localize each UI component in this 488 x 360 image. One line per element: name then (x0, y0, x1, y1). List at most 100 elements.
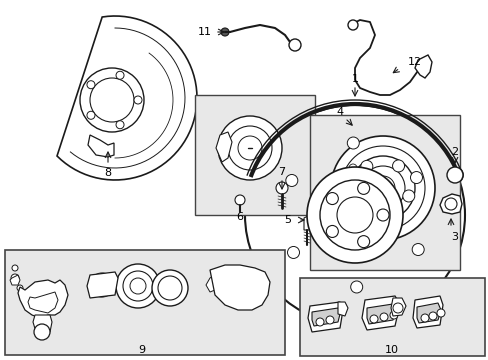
Text: 10: 10 (384, 345, 398, 355)
Circle shape (152, 270, 187, 306)
Circle shape (306, 167, 402, 263)
Circle shape (357, 236, 369, 248)
Text: 2: 2 (450, 147, 458, 157)
Circle shape (336, 197, 372, 233)
Polygon shape (10, 275, 20, 285)
Text: 1: 1 (351, 74, 358, 84)
Polygon shape (390, 298, 405, 316)
Circle shape (350, 281, 362, 293)
Circle shape (428, 312, 436, 320)
Circle shape (420, 314, 428, 322)
Text: 3: 3 (450, 232, 458, 242)
Bar (195, 95, 314, 215)
Circle shape (351, 191, 363, 203)
Bar (5, 250, 285, 355)
Circle shape (90, 273, 114, 297)
Circle shape (87, 81, 95, 89)
Circle shape (218, 116, 282, 180)
Text: 5: 5 (284, 215, 291, 225)
Circle shape (11, 274, 19, 282)
Circle shape (370, 176, 394, 200)
Text: 11: 11 (198, 27, 212, 37)
Circle shape (275, 182, 287, 194)
Circle shape (402, 190, 414, 202)
Circle shape (90, 78, 134, 122)
Circle shape (325, 193, 338, 204)
Polygon shape (307, 302, 342, 332)
Circle shape (123, 271, 153, 301)
Circle shape (285, 175, 297, 186)
Circle shape (12, 265, 18, 271)
Text: 7: 7 (278, 167, 285, 177)
Circle shape (376, 209, 388, 221)
Polygon shape (28, 292, 58, 313)
Circle shape (319, 180, 389, 250)
Circle shape (244, 105, 464, 325)
Polygon shape (337, 302, 347, 316)
Circle shape (227, 126, 271, 170)
Text: 12: 12 (407, 57, 421, 67)
Circle shape (325, 316, 333, 324)
Circle shape (357, 183, 369, 194)
Circle shape (87, 111, 95, 119)
Circle shape (130, 278, 146, 294)
Polygon shape (18, 280, 68, 318)
Polygon shape (361, 296, 399, 330)
Circle shape (158, 276, 182, 300)
Polygon shape (416, 303, 440, 323)
Circle shape (348, 164, 356, 172)
Circle shape (377, 209, 388, 221)
Circle shape (34, 324, 50, 340)
Bar (299, 278, 484, 356)
Circle shape (379, 313, 387, 321)
Polygon shape (216, 132, 231, 162)
Circle shape (392, 160, 404, 172)
Polygon shape (209, 265, 269, 310)
Circle shape (221, 28, 228, 36)
Circle shape (325, 225, 338, 238)
Circle shape (444, 198, 456, 210)
Text: 6: 6 (236, 212, 243, 222)
Circle shape (340, 146, 424, 230)
Polygon shape (311, 308, 339, 326)
Circle shape (116, 71, 124, 79)
Circle shape (347, 20, 357, 30)
Polygon shape (439, 194, 461, 214)
Circle shape (392, 303, 402, 313)
Polygon shape (205, 275, 218, 292)
Circle shape (411, 243, 423, 256)
Circle shape (238, 136, 262, 160)
Polygon shape (88, 135, 114, 157)
Circle shape (436, 309, 444, 317)
Polygon shape (33, 315, 52, 332)
Circle shape (116, 264, 160, 308)
Circle shape (389, 311, 397, 319)
Polygon shape (304, 215, 311, 230)
Circle shape (360, 161, 372, 172)
Circle shape (342, 201, 352, 211)
Circle shape (409, 171, 422, 184)
Polygon shape (87, 272, 118, 298)
Polygon shape (57, 16, 197, 180)
Text: 4: 4 (336, 107, 343, 117)
Circle shape (287, 247, 299, 258)
Circle shape (288, 39, 301, 51)
Circle shape (80, 68, 143, 132)
Circle shape (17, 285, 23, 291)
Circle shape (315, 318, 324, 326)
Circle shape (369, 315, 377, 323)
Circle shape (116, 121, 124, 129)
Circle shape (134, 96, 142, 104)
Bar (309, 115, 459, 270)
Circle shape (224, 270, 260, 306)
Text: 8: 8 (104, 168, 111, 178)
Circle shape (346, 137, 359, 149)
Circle shape (350, 156, 414, 220)
Circle shape (330, 136, 434, 240)
Circle shape (235, 195, 244, 205)
Text: 9: 9 (138, 345, 145, 355)
Polygon shape (414, 55, 431, 78)
Polygon shape (366, 304, 395, 324)
Circle shape (94, 277, 110, 293)
Polygon shape (412, 296, 442, 328)
